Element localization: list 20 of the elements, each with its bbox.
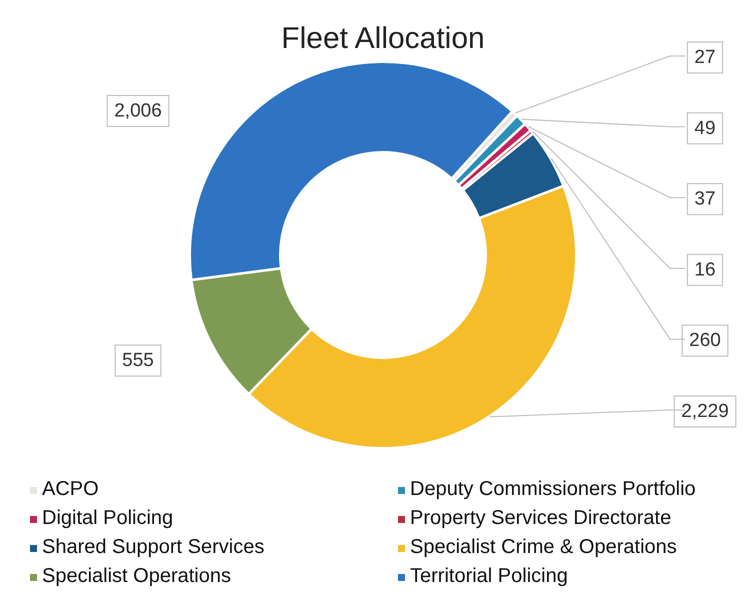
- data-label: 260: [689, 330, 721, 352]
- donut-slice: [460, 126, 529, 187]
- data-label: 2,229: [681, 401, 729, 422]
- legend-label: ACPO: [42, 478, 99, 500]
- donut-slice: [456, 118, 524, 184]
- legend-label: Specialist Crime & Operations: [410, 536, 677, 558]
- legend-label: Digital Policing: [42, 507, 174, 529]
- donut-slice: [454, 113, 516, 180]
- data-label: 37: [694, 188, 716, 210]
- data-label: 555: [122, 350, 154, 372]
- legend-label: Property Services Directorate: [410, 507, 672, 529]
- data-label: 27: [694, 47, 716, 68]
- legend-label: Shared Support Services: [42, 536, 264, 558]
- data-label: 16: [694, 259, 716, 280]
- data-label: 49: [694, 118, 716, 139]
- chart-title: Fleet Allocation: [281, 22, 485, 55]
- legend-label: Specialist Operations: [42, 565, 231, 587]
- data-label: 2,006: [114, 100, 162, 122]
- legend-label: Deputy Commissioners Portfolio: [410, 478, 696, 500]
- legend-label: Territorial Policing: [410, 565, 568, 587]
